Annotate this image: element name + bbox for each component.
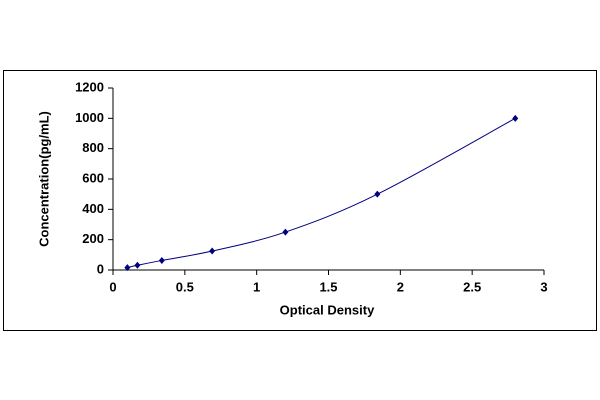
y-tick-label: 600 [82,170,104,185]
x-tick-label: 1 [253,279,260,294]
x-tick-label: 1.5 [319,279,337,294]
x-tick-label: 2 [397,279,404,294]
y-tick-label: 400 [82,201,104,216]
x-tick-label: 3 [540,279,547,294]
data-point [209,247,216,255]
data-point [124,264,131,272]
x-tick-label: 2.5 [463,279,481,294]
data-point [134,261,141,269]
y-tick-label: 800 [82,140,104,155]
data-point [512,114,519,122]
y-tick-label: 0 [97,261,104,276]
y-axis-label: Concentration(pg/mL) [36,111,51,247]
y-tick-label: 1000 [75,110,104,125]
x-tick-label: 0.5 [176,279,194,294]
y-tick-label: 1200 [75,79,104,94]
data-point [374,190,381,198]
x-tick-label: 0 [109,279,116,294]
x-axis-label: Optical Density [280,302,375,317]
chart-frame [3,70,597,331]
y-tick-label: 200 [82,231,104,246]
data-point [158,256,165,264]
data-point [282,228,289,236]
